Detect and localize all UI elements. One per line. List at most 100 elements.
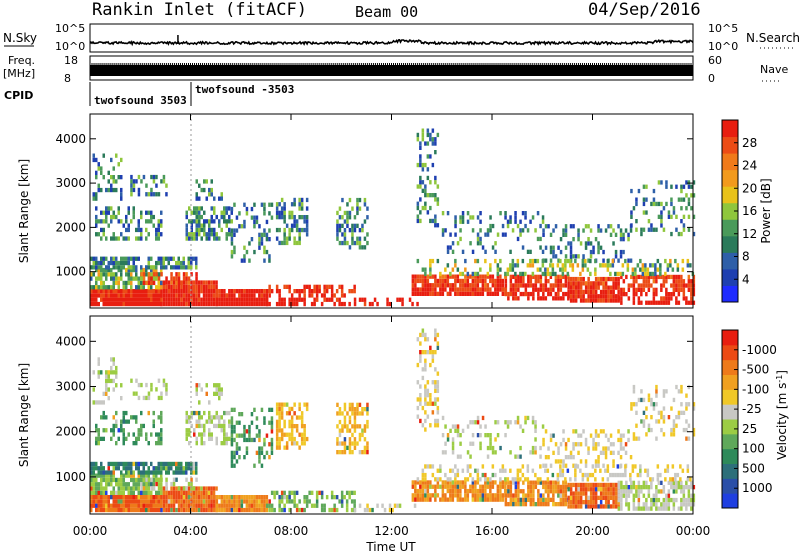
nsky-label: N.Sky [3, 31, 37, 45]
power-cell [496, 271, 500, 277]
velocity-cell [574, 487, 578, 492]
power-cell [544, 224, 548, 229]
velocity-cell [577, 495, 580, 500]
power-cell [552, 296, 555, 301]
power-cell [230, 297, 234, 302]
power-cell [640, 227, 643, 232]
power-tick-label: 12 [742, 227, 757, 241]
power-cell [521, 228, 525, 233]
velocity-cell [110, 461, 113, 467]
velocity-cell [260, 495, 264, 500]
power-cell [499, 278, 502, 284]
velocity-cell [152, 495, 155, 500]
power-cell [609, 298, 613, 303]
freq-label-line2: [MHz] [3, 67, 35, 80]
velocity-cell [177, 495, 181, 500]
velocity-cell [542, 437, 545, 443]
velocity-cell [150, 477, 153, 482]
velocity-cell [112, 470, 115, 475]
velocity-cell [532, 497, 535, 502]
power-cell [665, 300, 668, 305]
velocity-cell [424, 397, 427, 402]
power-cell [524, 211, 527, 216]
velocity-cell [656, 477, 660, 482]
velocity-cell [348, 441, 352, 446]
velocity-cell [263, 420, 266, 425]
time-tick-label: 00:00 [676, 524, 711, 538]
power-cell [285, 284, 289, 289]
power-cell [547, 291, 550, 297]
velocity-cell [135, 441, 138, 446]
power-cell [120, 232, 123, 237]
velocity-cell [105, 473, 108, 478]
velocity-cell [461, 468, 465, 473]
velocity-cell [429, 393, 432, 398]
velocity-cell [451, 480, 455, 485]
power-cell [494, 241, 497, 246]
velocity-cell [421, 484, 425, 489]
velocity-cell [426, 388, 430, 393]
power-cell [599, 228, 603, 233]
power-cell [243, 258, 246, 263]
velocity-cell [602, 463, 605, 468]
power-cell [632, 279, 636, 284]
power-cell [130, 280, 133, 286]
power-cell [692, 214, 696, 219]
power-cell [152, 289, 155, 294]
power-cell [436, 258, 440, 264]
velocity-cell [102, 503, 105, 508]
power-cell [253, 301, 256, 307]
power-cell [212, 289, 216, 294]
power-cell [529, 274, 533, 279]
velocity-cell [567, 487, 570, 492]
velocity-cell [594, 491, 598, 496]
power-cell [671, 267, 675, 272]
velocity-cell [645, 502, 648, 507]
velocity-cell [517, 497, 520, 502]
velocity-cell [517, 484, 520, 490]
velocity-cell [187, 466, 190, 471]
velocity-cell [446, 477, 450, 482]
power-cell [692, 292, 696, 297]
velocity-cell [330, 495, 334, 500]
power-cell [195, 284, 198, 289]
power-cell [192, 297, 196, 302]
velocity-cell [220, 503, 224, 508]
velocity-cell [599, 500, 603, 505]
velocity-cell [675, 384, 678, 390]
velocity-cell [283, 424, 286, 429]
power-cell [652, 296, 656, 301]
velocity-cell [469, 488, 472, 494]
power-cell [499, 274, 502, 279]
velocity-cell [544, 497, 548, 502]
power-cell [551, 271, 555, 277]
power-cell [474, 258, 477, 264]
velocity-cell [434, 477, 437, 482]
power-cell [140, 276, 143, 281]
velocity-cell [451, 488, 455, 494]
power-cell [647, 279, 651, 284]
velocity-cell [677, 485, 681, 490]
velocity-cell [175, 461, 178, 467]
power-cell [155, 192, 158, 197]
velocity-cell [137, 466, 140, 471]
power-cell [675, 287, 678, 292]
velocity-cell [421, 350, 425, 355]
power-cell [160, 232, 163, 237]
velocity-cell [665, 502, 668, 507]
power-cell [446, 249, 450, 254]
velocity-cell [152, 503, 155, 508]
power-cell [587, 289, 590, 295]
velocity-cell [278, 503, 281, 508]
velocity-cell [617, 506, 621, 511]
power-cell [198, 206, 201, 211]
power-cell [225, 206, 228, 211]
velocity-cell [547, 489, 550, 494]
velocity-cell [632, 493, 636, 498]
velocity-cell [285, 499, 289, 504]
velocity-cell [270, 442, 274, 447]
velocity-cell [574, 477, 577, 482]
power-cell [185, 210, 188, 215]
power-cell [152, 297, 155, 302]
power-cell [554, 254, 558, 259]
